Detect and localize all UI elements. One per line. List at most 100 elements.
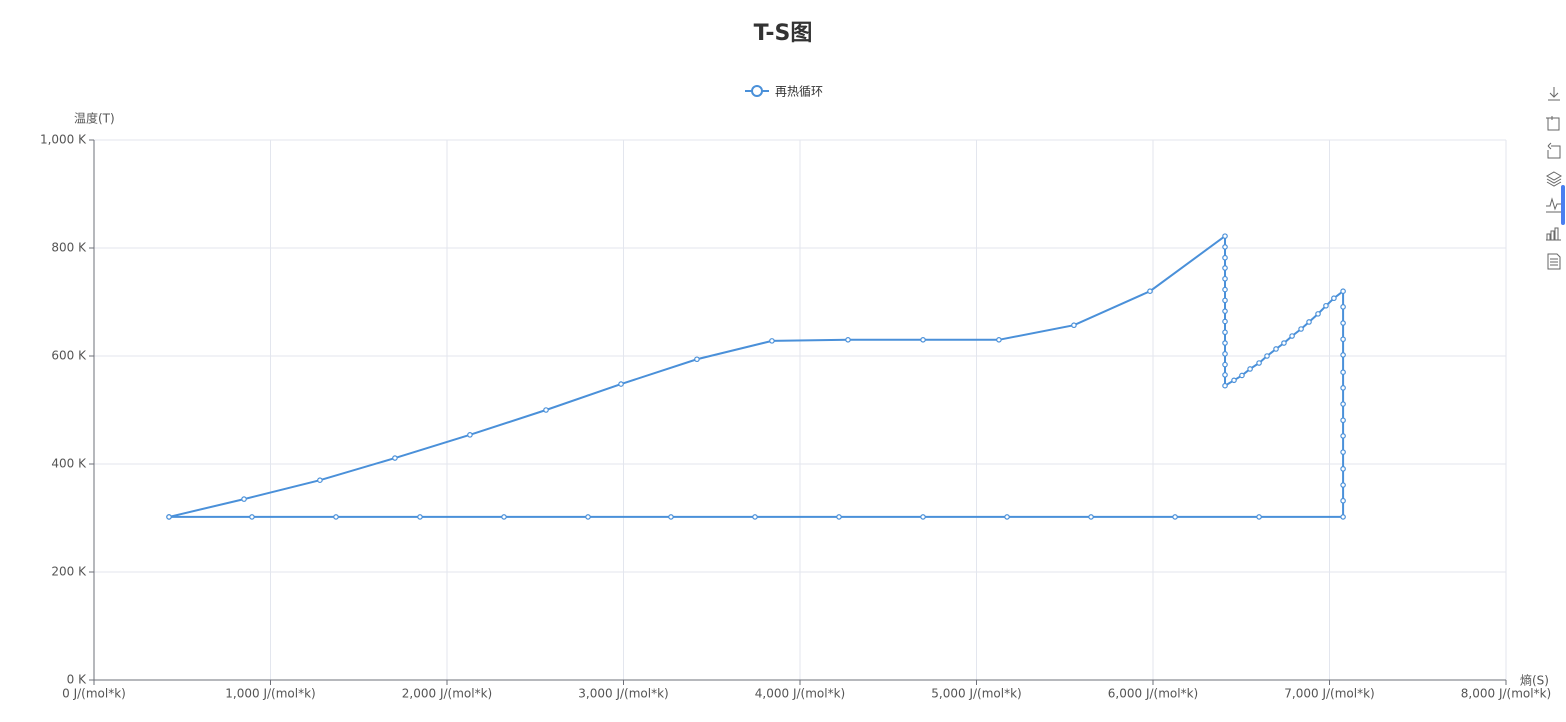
data-point <box>166 514 172 520</box>
data-point <box>1264 353 1270 359</box>
data-point <box>836 514 842 520</box>
data-point <box>317 477 323 484</box>
data-point <box>1222 233 1228 239</box>
data-point <box>1340 304 1346 310</box>
data-point <box>1239 372 1245 379</box>
x-axis-label: 熵(S) <box>1520 673 1549 688</box>
tool-line[interactable] <box>1546 197 1561 213</box>
data-point <box>1222 318 1228 325</box>
data-point <box>1340 352 1346 358</box>
data-point <box>1306 319 1312 325</box>
data-point <box>1340 466 1346 472</box>
toolbox[interactable] <box>1545 87 1563 270</box>
tool-data-view[interactable] <box>1547 253 1561 270</box>
data-point <box>920 514 926 520</box>
data-point <box>1222 372 1228 378</box>
y-tick-label: 400 K <box>51 457 87 471</box>
data-point <box>1340 320 1346 326</box>
chart-title: T-S图 <box>754 21 813 46</box>
data-point <box>241 496 247 502</box>
legend-label: 再热循环 <box>775 85 823 99</box>
data-point <box>769 338 775 344</box>
tool-download[interactable] <box>1548 87 1560 101</box>
data-point <box>618 381 624 387</box>
x-tick-label: 4,000 J/(mol*k) <box>755 687 845 701</box>
data-point <box>1172 514 1178 520</box>
data-point <box>694 356 700 363</box>
data-point <box>1340 385 1346 391</box>
data-point <box>249 514 255 520</box>
data-point <box>543 407 549 413</box>
data-point <box>1340 417 1346 424</box>
data-point <box>1340 288 1346 295</box>
data-point <box>1222 275 1228 282</box>
data-point <box>392 455 398 461</box>
y-tick-label: 0 K <box>67 673 87 687</box>
data-point <box>1222 351 1228 357</box>
data-point <box>1340 433 1346 439</box>
y-tick-label: 600 K <box>51 349 87 363</box>
data-point <box>1340 336 1346 343</box>
data-point <box>1289 333 1295 339</box>
data-point <box>1222 382 1228 389</box>
data-point <box>1315 311 1321 317</box>
y-axis-label: 温度(T) <box>74 111 115 126</box>
data-point <box>1222 297 1228 304</box>
x-tick-label: 5,000 J/(mol*k) <box>931 687 1021 701</box>
data-point <box>1088 514 1094 520</box>
tool-stack[interactable] <box>1545 171 1563 187</box>
data-point <box>1222 329 1228 336</box>
data-point <box>1222 265 1228 271</box>
data-point <box>1298 326 1304 332</box>
data-point <box>1331 295 1337 302</box>
data-point <box>1340 482 1346 488</box>
data-point <box>1247 366 1253 372</box>
tool-restore[interactable] <box>1547 142 1561 159</box>
data-point <box>1231 377 1237 384</box>
data-point <box>1281 340 1287 346</box>
data-point <box>333 514 339 520</box>
data-point <box>467 432 473 438</box>
x-tick-label: 8,000 J/(mol*k) <box>1461 687 1551 701</box>
data-point <box>1222 244 1228 250</box>
y-tick-label: 800 K <box>51 241 87 255</box>
data-point <box>501 514 507 520</box>
data-point <box>1222 361 1228 368</box>
data-point <box>1256 514 1262 520</box>
x-tick-label: 3,000 J/(mol*k) <box>578 687 668 701</box>
data-point <box>845 336 851 343</box>
data-point <box>1222 308 1228 314</box>
y-tick-label: 1,000 K <box>40 133 87 147</box>
data-point <box>585 514 591 520</box>
y-tick-label: 200 K <box>51 565 87 579</box>
data-point <box>1222 254 1228 261</box>
series-line <box>168 234 1345 518</box>
x-tick-label: 6,000 J/(mol*k) <box>1108 687 1198 701</box>
data-point <box>1340 514 1346 520</box>
legend-marker <box>751 85 763 97</box>
x-tick-label: 7,000 J/(mol*k) <box>1284 687 1374 701</box>
data-point <box>996 336 1002 343</box>
data-point <box>417 514 423 520</box>
data-point <box>1256 360 1262 366</box>
data-point <box>1340 449 1346 455</box>
tool-zoom[interactable] <box>1546 116 1560 131</box>
data-point <box>1147 288 1153 295</box>
x-tick-label: 1,000 J/(mol*k) <box>225 687 315 701</box>
x-tick-label: 0 J/(mol*k) <box>62 687 126 701</box>
data-point <box>1323 302 1329 309</box>
data-point <box>1004 514 1010 520</box>
data-point <box>1340 497 1346 504</box>
tool-bar[interactable] <box>1546 227 1561 241</box>
data-point <box>1071 322 1077 329</box>
data-point <box>1340 401 1346 407</box>
data-point <box>752 514 758 520</box>
data-point <box>1340 369 1346 376</box>
data-point <box>1222 340 1228 346</box>
x-tick-label: 2,000 J/(mol*k) <box>402 687 492 701</box>
data-point <box>1273 346 1279 352</box>
data-point <box>668 514 674 520</box>
data-point <box>920 336 926 343</box>
scroll-indicator <box>1561 185 1565 225</box>
